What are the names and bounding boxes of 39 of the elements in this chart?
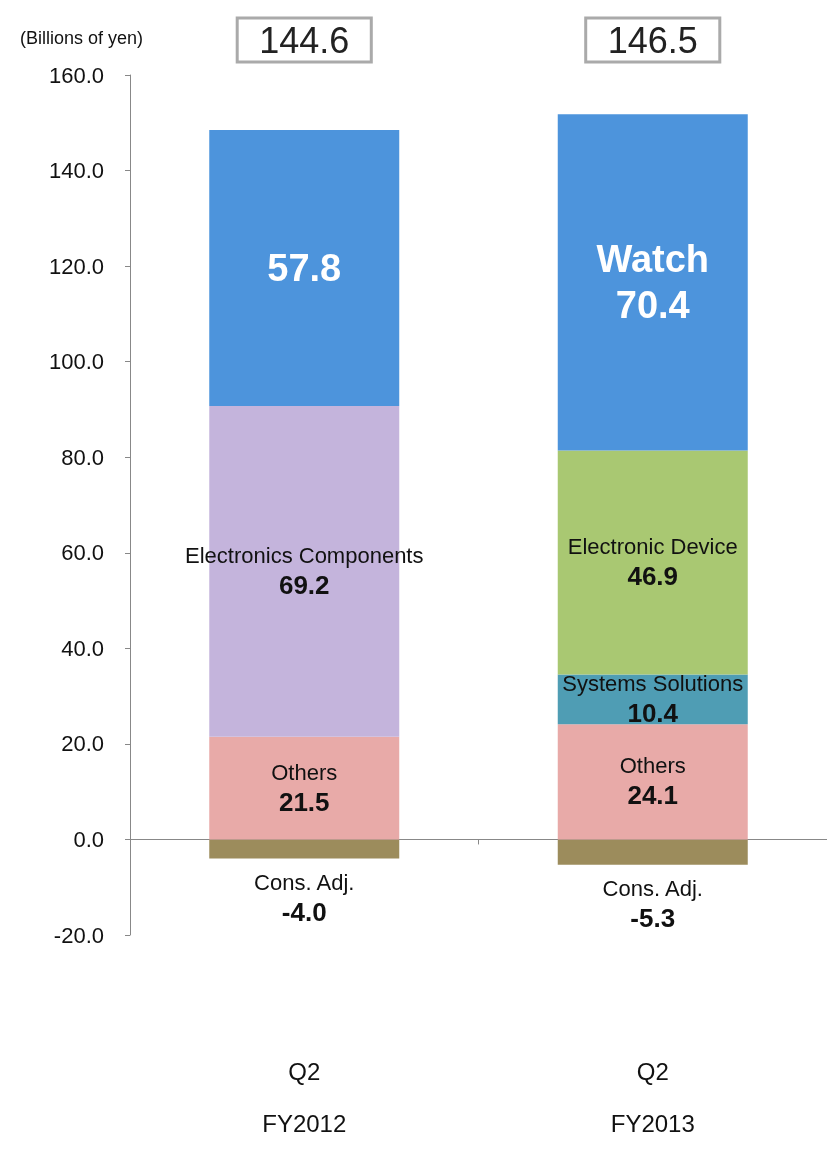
y-tick-label: 20.0 [61,731,104,757]
y-tick-label: 80.0 [61,444,104,470]
x-tick-label: Q2 FY2013 [610,1057,695,1137]
bar [557,724,748,840]
y-tick-label: 160.0 [48,62,104,88]
y-tick-label: 40.0 [61,635,104,661]
total-label: 146.5 [607,19,698,61]
text: Others [619,753,686,779]
data-label: 24.1 [627,780,679,811]
data-label: 21.5 [278,786,330,817]
y-tick-label: 120.0 [48,253,104,279]
data-label: 10.4 [627,697,679,728]
text: Cons. Adj. [602,875,703,901]
series-label: Watch [596,238,710,281]
bar [557,450,748,675]
bar [209,839,400,859]
data-label: 57.8 [267,247,342,290]
series-label: Cons. Adj. [254,869,355,895]
data-label: -4.0 [281,896,327,927]
bar [557,839,748,865]
data-label: 46.9 [627,561,679,592]
y-tick-label: 140.0 [48,158,104,184]
y-tick-label: 60.0 [61,540,104,566]
y-tick-label: -20.0 [53,922,104,948]
bar [209,736,400,840]
x-tick-label: Q2 FY2012 [262,1057,347,1137]
data-label: 70.4 [615,284,690,327]
y-tick-label: 0.0 [73,826,104,852]
y-axis-title: (Billions of yen) [20,28,144,48]
series-label: Others [271,759,338,785]
bar [209,129,400,407]
series-label: Systems Solutions [562,670,744,696]
data-label: 69.2 [278,569,330,600]
data-label: -5.3 [630,902,676,933]
series-label: Electronic Device [567,534,738,560]
bar [557,114,748,451]
series-label: Electronics Components [185,542,424,568]
y-tick-label: 100.0 [48,349,104,375]
total-label: 144.6 [259,19,350,61]
